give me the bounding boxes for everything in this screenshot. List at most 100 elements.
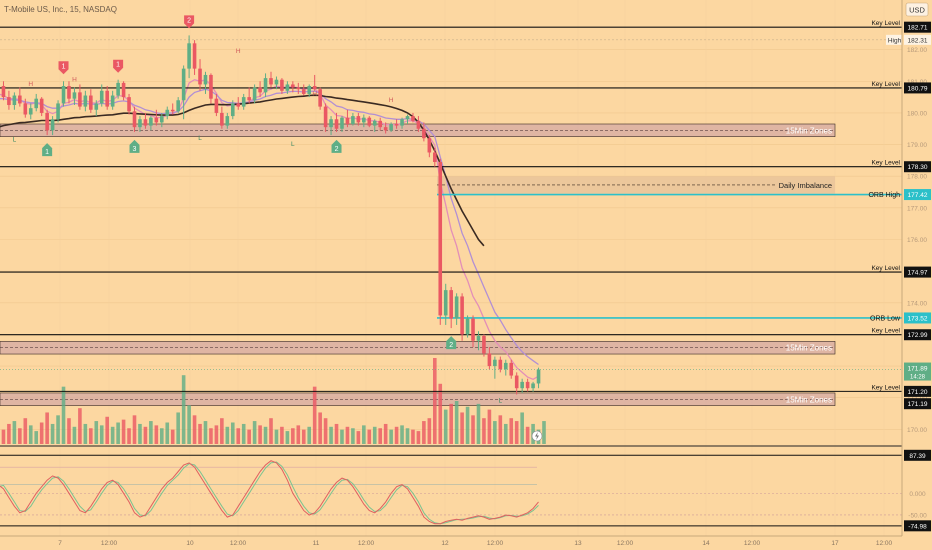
candle-body xyxy=(34,98,39,109)
volume-bar xyxy=(225,426,230,444)
last-price: 171.89 xyxy=(908,366,928,373)
key-level-price: 171.20 xyxy=(908,389,928,396)
candle-body xyxy=(50,119,55,131)
candle-body xyxy=(170,109,175,112)
volume-bar xyxy=(487,409,492,444)
candle-body xyxy=(220,112,224,126)
time-tick-label: 12 xyxy=(441,540,449,547)
candle-body xyxy=(531,383,535,389)
swing-label: H xyxy=(72,76,77,83)
key-level-price: 172.99 xyxy=(908,332,928,339)
buy-signal-count: 2 xyxy=(449,342,453,349)
candle-body xyxy=(367,117,372,126)
volume-bar xyxy=(121,419,126,444)
imbalance-box xyxy=(437,176,835,194)
volume-bar xyxy=(274,429,279,444)
volume-bar xyxy=(329,426,333,444)
volume-bar xyxy=(514,421,519,444)
volume-bar xyxy=(422,421,426,444)
key-level-label: Key Level xyxy=(871,384,900,391)
volume-bar xyxy=(1,429,6,444)
candle-body xyxy=(247,97,251,101)
volume-bar xyxy=(307,426,312,444)
candle-body xyxy=(362,117,366,123)
candle-body xyxy=(318,89,322,107)
zones-layer: 15Min Zones 15Min Zones 15Min Zones Daily I… xyxy=(0,123,836,406)
volume-bar xyxy=(465,406,470,444)
sell-signal-count: 1 xyxy=(62,63,66,70)
buy-signal-count: 1 xyxy=(45,149,49,156)
oscillator-scale-labels: 87.39 0.000 -50.00 -74.98 xyxy=(904,449,931,532)
candle-body xyxy=(78,92,82,107)
candle-body xyxy=(493,359,497,367)
candle-body xyxy=(116,82,120,96)
candle-body xyxy=(334,119,339,129)
candle-body xyxy=(187,43,191,69)
swing-label: L xyxy=(291,141,295,148)
volume-bar xyxy=(362,425,366,444)
currency-label: USD xyxy=(909,6,925,15)
volume-bar xyxy=(372,426,377,444)
candle-body xyxy=(203,74,208,85)
volume-bar xyxy=(230,422,235,444)
candle-body xyxy=(274,79,279,85)
candle-body xyxy=(165,109,170,117)
candle-body xyxy=(487,353,492,367)
volume-bar xyxy=(94,421,99,444)
volume-bar xyxy=(192,415,197,444)
candle-body xyxy=(405,116,410,120)
volume-bar xyxy=(525,426,530,444)
sell-signal-marker xyxy=(58,61,69,75)
candle-body xyxy=(291,84,295,88)
candle-body xyxy=(269,78,273,85)
volume-bar xyxy=(433,358,437,444)
candle-body xyxy=(252,87,257,101)
price-tick-label: 170.00 xyxy=(907,427,927,434)
volume-bar xyxy=(258,425,262,444)
volume-bar xyxy=(28,425,33,444)
candle-body xyxy=(280,79,284,91)
candles-layer xyxy=(1,35,541,395)
low-price-tag xyxy=(904,398,931,410)
currency-badge[interactable] xyxy=(905,2,929,17)
candle-body xyxy=(192,43,197,69)
candle-body xyxy=(312,86,317,90)
volume-bar xyxy=(160,428,164,444)
candle-body xyxy=(258,87,262,93)
volume-bar xyxy=(301,429,306,444)
candle-body xyxy=(110,95,115,107)
low-price: 171.19 xyxy=(908,401,928,408)
volume-bar xyxy=(498,415,503,444)
oscillator-signal-line xyxy=(0,461,539,525)
candle-body xyxy=(427,138,432,153)
candle-body xyxy=(383,127,388,131)
candle-body xyxy=(482,336,486,354)
volume-bar xyxy=(520,412,524,444)
volume-bar xyxy=(405,428,410,444)
volume-bar xyxy=(105,416,109,444)
time-tick-label: 7 xyxy=(58,540,62,547)
volume-bar xyxy=(416,431,421,444)
candle-body xyxy=(460,296,464,335)
price-tick-label: 178.00 xyxy=(907,174,927,181)
candle-body xyxy=(94,103,99,110)
price-tick-label: 181.00 xyxy=(907,79,927,86)
zone-label: 15Min Zones xyxy=(786,344,832,353)
swing-label: H xyxy=(28,81,33,88)
volume-bar xyxy=(449,403,453,444)
time-tick-label: 12:00 xyxy=(876,540,893,547)
time-tick-label: 12:00 xyxy=(230,540,247,547)
volume-bar xyxy=(291,428,295,444)
volume-bar xyxy=(460,412,464,444)
candle-body xyxy=(45,112,49,131)
volume-bar xyxy=(187,405,191,444)
candle-body xyxy=(89,95,93,110)
candle-body xyxy=(18,95,22,104)
candle-body xyxy=(411,116,415,121)
sell-signal-marker xyxy=(184,15,195,29)
time-axis[interactable] xyxy=(0,536,902,550)
candle-body xyxy=(351,116,355,124)
key-level-price: 182.71 xyxy=(908,25,928,32)
volume-bar xyxy=(263,426,268,444)
